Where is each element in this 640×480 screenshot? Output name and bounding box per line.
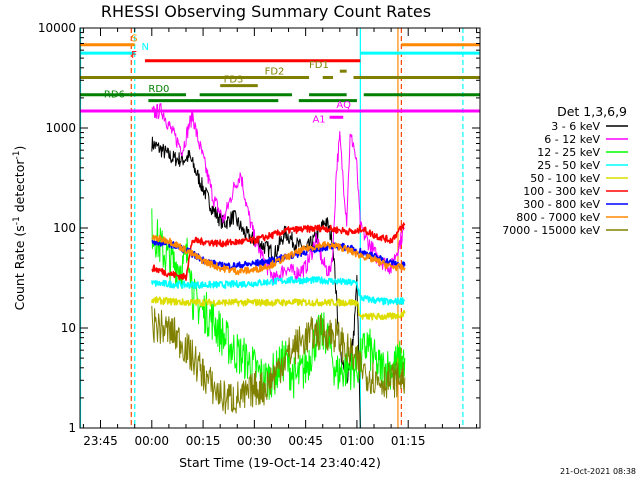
y-tick-label: 100	[53, 221, 76, 235]
x-tick-label: 00:00	[134, 434, 169, 448]
flag-label-fd1: FD1	[309, 60, 329, 71]
series-300-800-kev	[151, 239, 406, 270]
axes	[79, 27, 481, 429]
x-tick-label: 00:15	[186, 434, 221, 448]
legend-label: 12 - 25 keV	[537, 146, 600, 159]
x-tick-label: 00:30	[237, 434, 272, 448]
legend-label: 300 - 800 keV	[523, 198, 600, 211]
vertical-markers	[80, 28, 464, 428]
chart-title: RHESSI Observing Summary Count Rates	[101, 2, 431, 21]
flag-label-aq: AQ	[336, 100, 351, 111]
flag-label-f: F	[131, 50, 137, 61]
flag-label-fd3: FD3	[224, 75, 244, 86]
series-25-50-kev	[151, 276, 405, 306]
y-tick-label: 10000	[38, 21, 76, 35]
flag-label-a1: A1	[312, 114, 325, 125]
legend-label: 100 - 300 keV	[523, 185, 600, 198]
legend-label: 7000 - 15000 keV	[502, 224, 600, 237]
x-tick-label: 01:00	[340, 434, 375, 448]
series-7000-15000-kev	[151, 305, 406, 415]
y-tick-label: 1000	[45, 121, 76, 135]
legend-title: Det 1,3,6,9	[557, 104, 627, 119]
legend-label: 3 - 6 keV	[551, 120, 600, 133]
flag-label-s: S	[131, 34, 137, 45]
y-tick-label: 10	[61, 321, 76, 335]
legend-label: 6 - 12 keV	[544, 133, 600, 146]
legend-label: 800 - 7000 keV	[516, 211, 600, 224]
x-tick-label: 23:45	[83, 434, 118, 448]
timestamp: 21-Oct-2021 08:38	[560, 467, 636, 476]
flag-bars	[80, 43, 480, 119]
y-tick-label: 1	[68, 421, 76, 435]
flag-label-n: N	[142, 42, 149, 53]
x-tick-label: 01:15	[391, 434, 426, 448]
series-800-7000-kev	[151, 234, 406, 276]
x-axis-label: Start Time (19-Oct-14 23:40:42)	[179, 455, 381, 470]
flag-label-rd0: RD0	[148, 84, 169, 95]
legend-label: 50 - 100 keV	[530, 172, 600, 185]
flag-label-fd2: FD2	[265, 66, 285, 77]
legend-label: 25 - 50 keV	[537, 159, 600, 172]
x-tick-label: 00:45	[288, 434, 323, 448]
series-100-300-kev	[151, 222, 406, 281]
series-layer	[151, 102, 406, 428]
y-axis-label: Count Rate (s-1 detector-1)	[12, 146, 27, 311]
series-50-100-kev	[151, 296, 406, 321]
flag-label-rd6: RD6	[104, 90, 125, 101]
